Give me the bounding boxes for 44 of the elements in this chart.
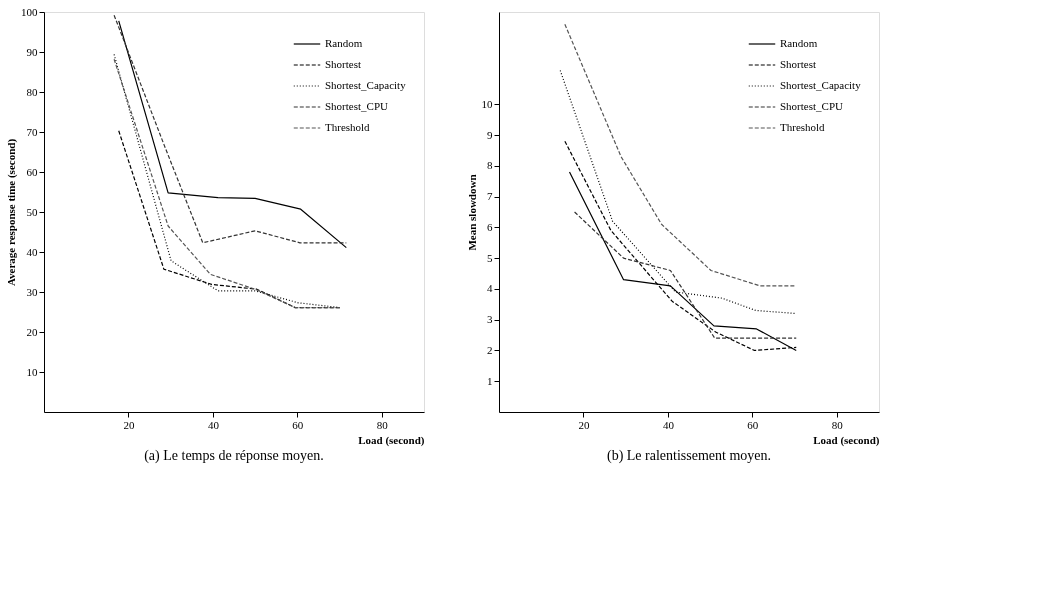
y-tick-label: 50 [26,205,38,218]
legend-label: Threshold [325,121,371,133]
legend-label: Shortest_Capacity [325,79,407,91]
y-tick-label: 1 [487,374,493,387]
legend-label: Threshold [780,121,826,133]
y-tick-label: 100 [21,5,38,18]
y-tick-label: 30 [26,285,38,298]
y-tick-label: 4 [487,282,493,295]
y-axis-title: Average response time (second) [5,138,18,287]
x-tick-label: 40 [207,418,220,431]
y-tick-label: 80 [26,85,38,98]
y-tick-label: 7 [487,190,493,203]
legend-label: Shortest_CPU [780,100,844,112]
y-tick-label: 5 [487,251,493,264]
y-axis-title: Mean slowdown [465,174,478,251]
legend-label: Random [325,37,363,49]
x-tick-label: 40 [662,418,675,431]
y-tick-label: 60 [26,165,38,178]
x-tick-label: 60 [747,418,759,431]
y-tick-label: 9 [487,128,493,141]
text: (b) Le ralentissement moyen. [606,448,772,464]
x-tick-label: 80 [376,418,389,431]
y-tick-label: 10 [481,97,493,110]
legend-label: Shortest [325,58,362,70]
y-tick-label: 2 [487,343,493,356]
y-tick-label: 8 [487,159,493,172]
x-axis-title: Load (second) [813,433,880,447]
y-tick-label: 90 [26,45,38,58]
y-tick-label: 10 [26,365,38,378]
x-axis-title: Load (second) [358,433,425,447]
legend-label: Shortest_Capacity [780,79,862,91]
x-tick-label: 20 [578,418,590,431]
legend-label: Shortest_CPU [325,100,389,112]
text: (a) Le temps de réponse moyen. [144,448,324,464]
y-tick-label: 40 [26,245,38,258]
legend-label: Shortest [780,58,817,70]
y-tick-label: 3 [487,313,493,326]
y-tick-label: 70 [26,125,38,138]
legend-label: Random [780,37,818,49]
x-tick-label: 20 [123,418,135,431]
x-tick-label: 80 [831,418,844,431]
x-tick-label: 60 [292,418,304,431]
y-tick-label: 20 [26,325,38,338]
y-tick-label: 6 [487,220,493,233]
